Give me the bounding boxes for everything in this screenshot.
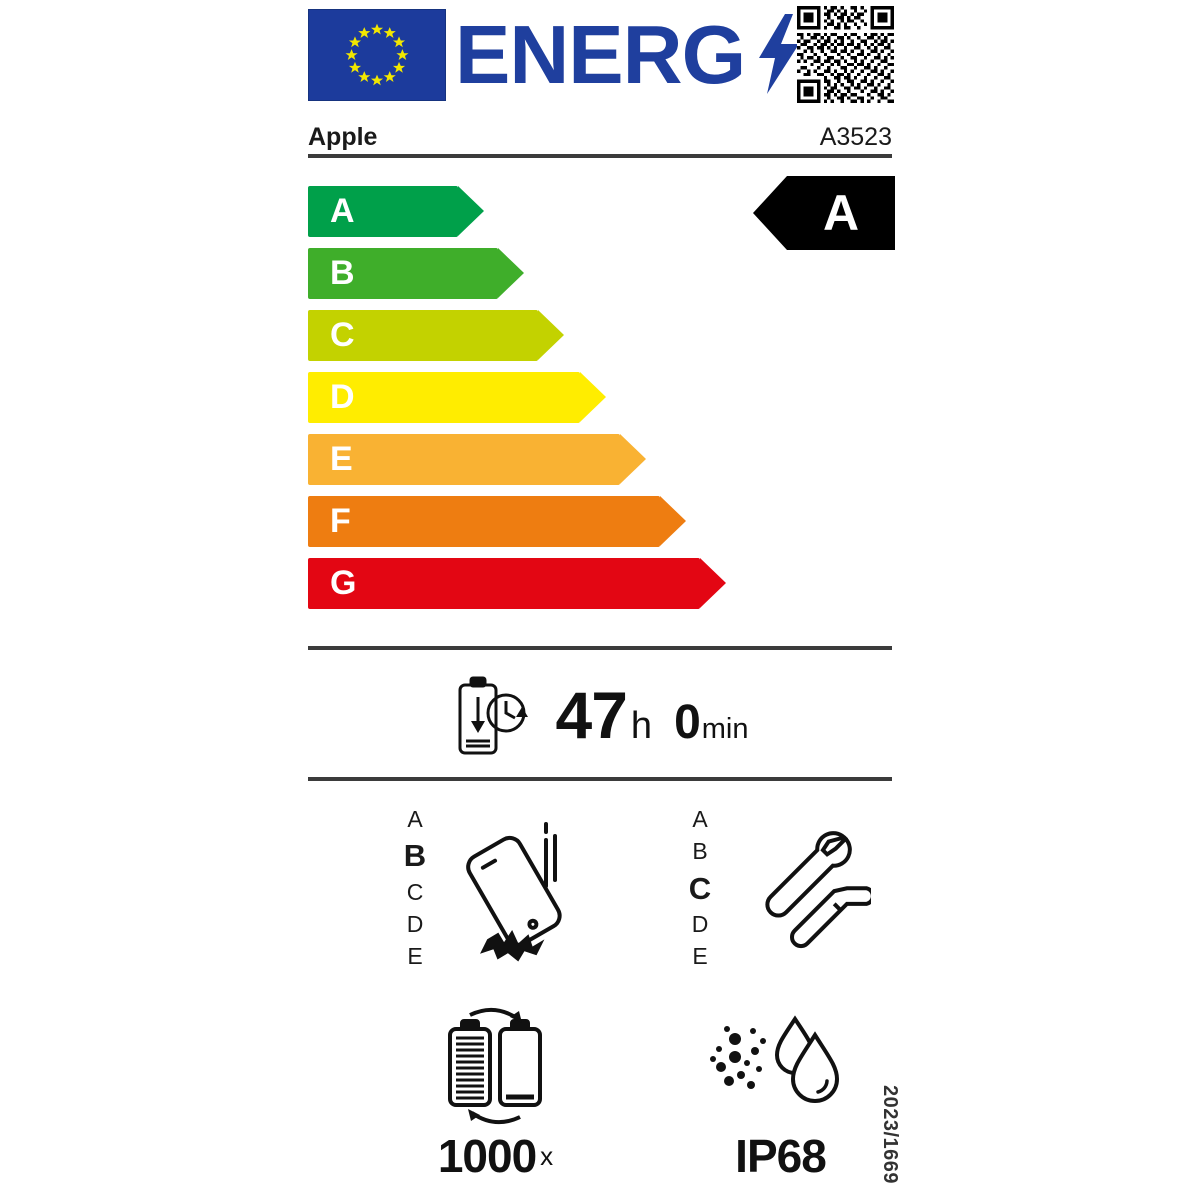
duration-minutes-unit: min (701, 713, 749, 745)
energy-class-bar-b: B (308, 248, 892, 299)
phone-drop-icon (446, 814, 586, 964)
bar-tip (580, 372, 606, 422)
battery-duration-value: 47 h 0 min (556, 677, 749, 753)
model-identifier: A3523 (819, 123, 892, 151)
regulation-number: 2023/1669 (879, 1085, 901, 1185)
energy-class-bar-g: G (308, 558, 892, 609)
duration-minutes: 0 (674, 696, 701, 749)
duration-hours: 47 (555, 678, 628, 752)
drop-class-d: D (406, 910, 424, 937)
repair-class-b: B (692, 838, 708, 865)
divider-bottom (308, 777, 892, 781)
energ-wordmark-text: ENERG (455, 7, 746, 101)
battery-duration-row: 47 h 0 min (308, 665, 892, 765)
battery-cycle-icon (420, 1005, 570, 1127)
energy-label: ENERG (305, 0, 895, 1200)
bar-body (308, 310, 538, 361)
bar-letter: G (330, 564, 357, 602)
bar-letter: C (330, 316, 355, 354)
battery-cycles-value: 1000 (437, 1130, 537, 1182)
repair-class-a: A (692, 806, 708, 832)
bar-letter: A (330, 192, 355, 230)
bar-body (308, 496, 660, 547)
bar-tip (498, 248, 524, 298)
eu-flag-icon (308, 9, 446, 101)
drop-class-e: E (407, 943, 423, 969)
energy-class-bar-c: C (308, 310, 892, 361)
repair-class-d: D (691, 910, 709, 937)
bar-letter: F (330, 502, 351, 540)
wrench-screwdriver-icon (731, 814, 871, 964)
battery-cycles-cell: 1000 x (368, 1005, 658, 1195)
bar-body (308, 372, 580, 423)
energy-class-bar-a: A (308, 186, 892, 237)
ingress-protection-caption: IP68 (653, 1127, 908, 1185)
bar-tip (660, 496, 686, 546)
dust-water-icon (705, 1005, 855, 1127)
energy-rating-value: A (822, 185, 860, 241)
energy-class-bar-f: F (308, 496, 892, 547)
ingress-protection-value: IP68 (735, 1130, 827, 1182)
lightning-bolt-icon (753, 14, 803, 94)
battery-cycles-caption: 1000 x (368, 1127, 623, 1185)
drop-class-c: C (406, 878, 424, 905)
bar-body (308, 186, 458, 237)
bar-tip (538, 310, 564, 360)
repair-class-e: E (692, 943, 708, 969)
energ-wordmark: ENERG (455, 7, 755, 101)
bar-body (308, 558, 700, 609)
ingress-protection-cell: IP68 (653, 1005, 943, 1195)
energy-class-bar-d: D (308, 372, 892, 423)
energy-rating-arrow (753, 176, 895, 250)
bar-body (308, 248, 498, 299)
qr-code-icon[interactable] (797, 6, 894, 103)
battery-clock-icon (452, 673, 530, 757)
bar-tip (700, 558, 726, 608)
drop-class-b: B (403, 838, 427, 874)
energy-class-bar-e: E (308, 434, 892, 485)
bar-letter: D (330, 378, 355, 416)
bar-body (308, 434, 620, 485)
bar-tip (620, 434, 646, 484)
supplier-row: Apple A3523 (308, 118, 892, 158)
bar-tip (458, 186, 484, 236)
battery-cycles-unit: x (540, 1140, 554, 1171)
label-header: ENERG (305, 4, 895, 104)
bar-letter: E (330, 440, 353, 478)
supplier-name: Apple (308, 123, 378, 151)
drop-class-a: A (407, 806, 423, 832)
bar-letter: B (330, 254, 355, 292)
repair-class-c: C (688, 870, 712, 906)
divider-top (308, 646, 892, 650)
duration-hours-unit: h (630, 705, 653, 747)
